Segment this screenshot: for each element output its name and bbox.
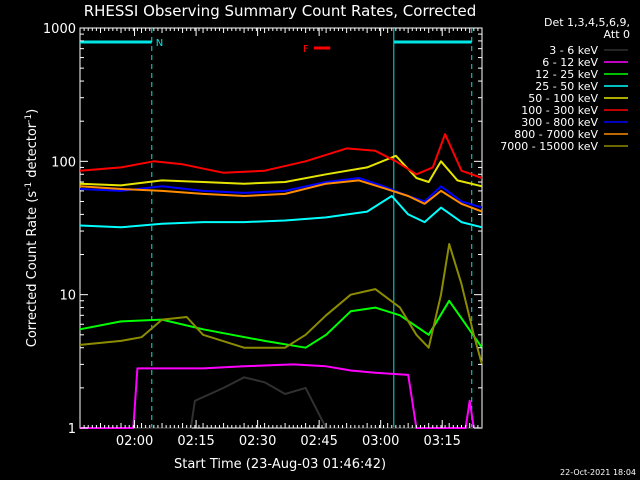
legend-label: 25 - 50 keV [535, 80, 598, 93]
series-line [80, 363, 475, 429]
y-tick-label: 1000 [43, 22, 76, 37]
x-tick-label: 02:30 [239, 434, 276, 449]
y-axis-label-end: ) [25, 109, 40, 114]
y-tick-label: 100 [51, 155, 76, 170]
legend-label: 100 - 300 keV [521, 104, 598, 117]
y-axis-label-mid: detector [25, 122, 40, 182]
y-axis-label-sup1: -1 [24, 182, 34, 191]
x-tick-label: 02:15 [177, 434, 214, 449]
y-axis: 1 10 100 1000 [43, 22, 482, 437]
y-axis-label-main: Corrected Count Rate (s [25, 191, 40, 348]
y-tick-label: 10 [59, 289, 76, 304]
legend-label: 3 - 6 keV [549, 44, 598, 57]
y-axis-label-sup2: -1 [24, 114, 34, 123]
footer-timestamp: 22-Oct-2021 18:04 [560, 468, 636, 477]
legend-label: 800 - 7000 keV [514, 128, 598, 141]
legend-label: 12 - 25 keV [535, 68, 598, 81]
series-line [79, 133, 483, 179]
series-line [79, 243, 483, 365]
series-line [79, 179, 483, 213]
chart-title: RHESSI Observing Summary Count Rates, Co… [84, 2, 477, 20]
series-line [79, 195, 483, 229]
x-axis-label: Start Time (23-Aug-03 01:46:42) [174, 457, 386, 472]
series-line [79, 177, 483, 209]
legend-label: 6 - 12 keV [542, 56, 598, 69]
legend-header-line2: Att 0 [604, 28, 630, 41]
series-line [79, 299, 483, 349]
flag-label: F [303, 44, 309, 55]
series-line [80, 376, 482, 429]
plot-area: NF [79, 27, 483, 429]
flag-label: N [156, 38, 163, 49]
x-tick-label: 02:45 [300, 434, 337, 449]
series-line [79, 154, 483, 188]
legend-label: 7000 - 15000 keV [500, 140, 598, 153]
x-axis: 02:00 02:15 02:30 02:45 03:00 03:15 [83, 28, 479, 449]
x-tick-label: 03:00 [362, 434, 399, 449]
legend-header-line1: Det 1,3,4,5,6,9, [544, 16, 630, 29]
x-tick-label: 03:15 [423, 434, 460, 449]
x-tick-label: 02:00 [116, 434, 153, 449]
y-axis-label: Corrected Count Rate (s-1 detector-1) [24, 109, 40, 347]
legend-label: 50 - 100 keV [528, 92, 598, 105]
y-tick-label: 1 [68, 422, 76, 437]
legend-label: 300 - 800 keV [521, 116, 598, 129]
